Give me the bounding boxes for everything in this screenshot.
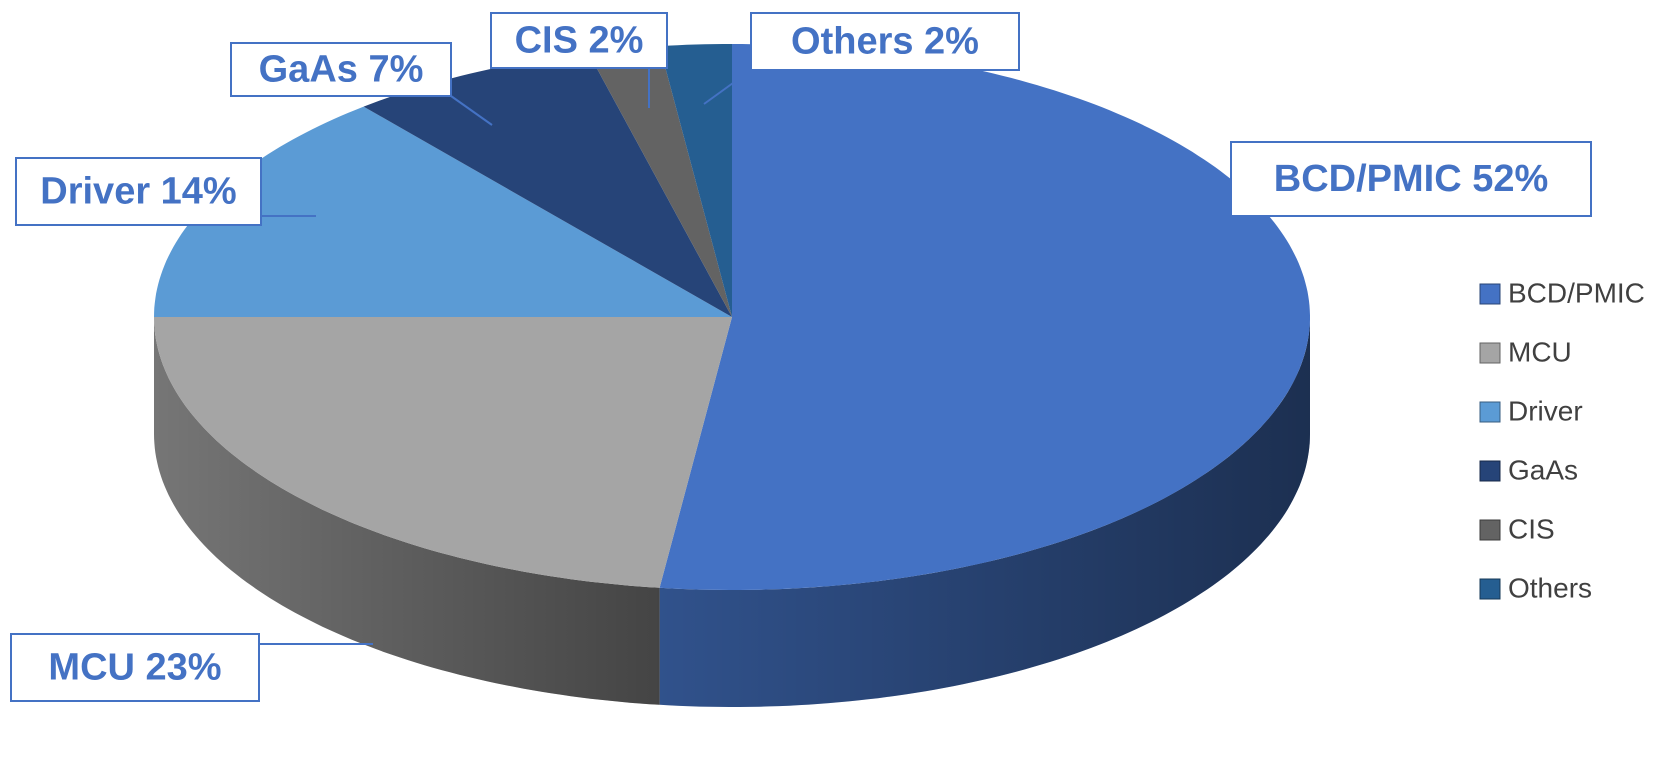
label-box — [10, 633, 260, 702]
data-label: MCU 23% — [48, 647, 221, 689]
legend-swatch — [1479, 342, 1501, 364]
slice-side-shade — [154, 317, 660, 705]
label-box — [1230, 141, 1592, 217]
data-label: BCD/PMIC 52% — [1274, 158, 1549, 200]
data-label: Driver 14% — [40, 171, 236, 213]
label-box — [490, 12, 668, 69]
slice — [659, 44, 732, 317]
slice — [154, 317, 732, 588]
legend-label: MCU — [1508, 336, 1572, 367]
data-label: Others 2% — [791, 21, 979, 63]
legend-label: CIS — [1508, 513, 1555, 544]
data-label: CIS 2% — [515, 20, 644, 62]
legend-swatch — [1479, 283, 1501, 305]
slice-side-shade — [659, 317, 1310, 707]
label-box — [15, 157, 262, 226]
slice — [588, 46, 732, 317]
slice — [659, 44, 1310, 590]
label-box — [750, 12, 1020, 71]
callout-line — [703, 69, 752, 105]
legend-label: BCD/PMIC — [1508, 277, 1645, 308]
slice — [154, 106, 732, 317]
slice — [363, 52, 732, 317]
legend-label: GaAs — [1508, 454, 1578, 485]
legend-swatch — [1479, 519, 1501, 541]
label-box — [230, 42, 452, 97]
legend-label: Driver — [1508, 395, 1583, 426]
legend-swatch — [1479, 401, 1501, 423]
legend-label: Others — [1508, 572, 1592, 603]
callout-line — [450, 95, 493, 126]
legend-swatch — [1479, 578, 1501, 600]
legend-swatch — [1479, 460, 1501, 482]
data-label: GaAs 7% — [259, 49, 424, 91]
